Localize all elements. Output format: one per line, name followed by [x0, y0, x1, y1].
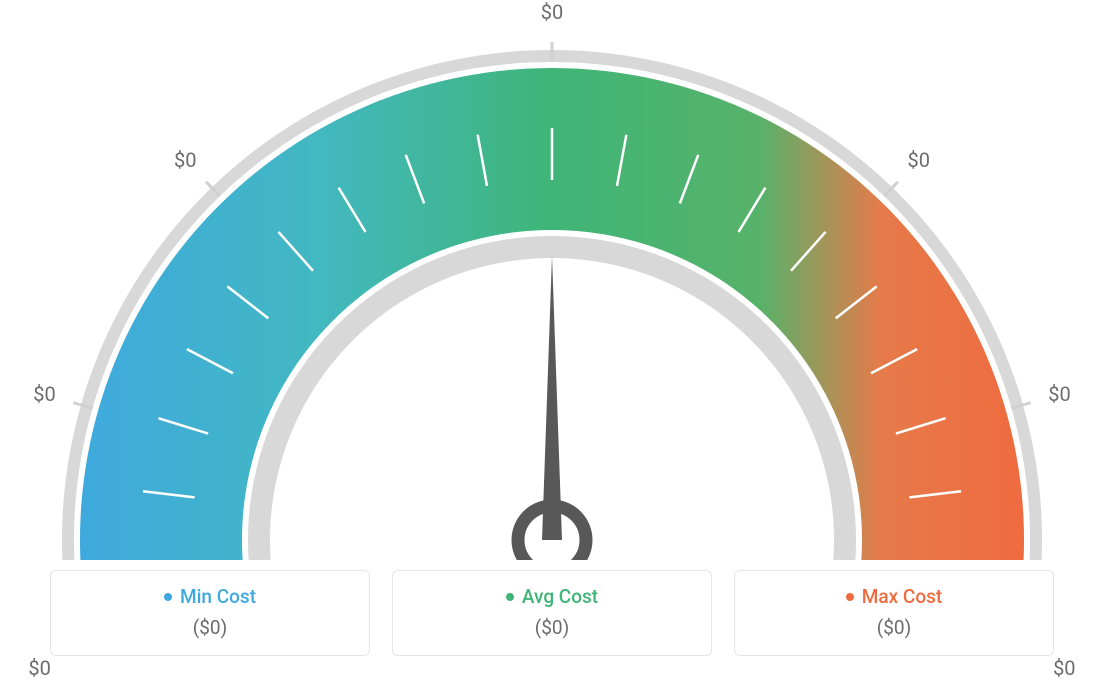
legend-label-max: Max Cost — [862, 585, 942, 608]
legend-card-avg: Avg Cost ($0) — [392, 570, 712, 656]
gauge-tick-label: $0 — [541, 0, 563, 24]
gauge-svg — [0, 0, 1104, 560]
legend-label-min: Min Cost — [180, 585, 256, 608]
legend-value-min: ($0) — [69, 616, 351, 639]
gauge-tick-label: $0 — [33, 382, 55, 406]
legend-dot-avg — [506, 593, 514, 601]
legend-row: Min Cost ($0) Avg Cost ($0) Max Cost ($0… — [0, 570, 1104, 656]
legend-value-avg: ($0) — [411, 616, 693, 639]
cost-gauge-widget: $0 $0 $0 $0 $0 $0 $0 Min Cost ($0) Avg Cost ($… — [0, 0, 1104, 690]
legend-dot-max — [846, 593, 854, 601]
legend-card-min: Min Cost ($0) — [50, 570, 370, 656]
legend-value-max: ($0) — [753, 616, 1035, 639]
legend-title-avg: Avg Cost — [506, 585, 598, 608]
legend-card-max: Max Cost ($0) — [734, 570, 1054, 656]
gauge-tick-label: $0 — [908, 148, 930, 172]
legend-title-min: Min Cost — [164, 585, 256, 608]
legend-title-max: Max Cost — [846, 585, 942, 608]
gauge-tick-label: $0 — [1048, 382, 1070, 406]
gauge-tick-label: $0 — [28, 656, 50, 680]
legend-dot-min — [164, 593, 172, 601]
gauge-tick-label: $0 — [1053, 656, 1075, 680]
gauge-chart: $0$0$0$0$0$0$0 — [0, 0, 1104, 560]
legend-label-avg: Avg Cost — [522, 585, 598, 608]
gauge-tick-label: $0 — [174, 148, 196, 172]
